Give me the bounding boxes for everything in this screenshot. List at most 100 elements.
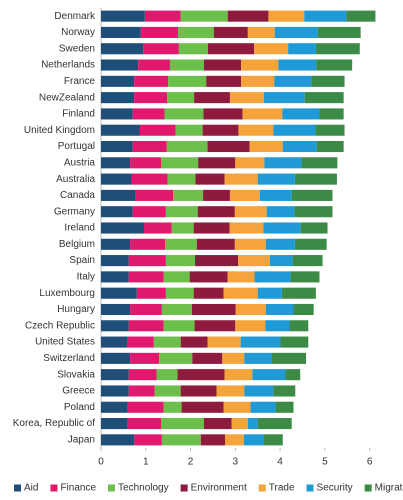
bar-segment [235, 303, 266, 316]
legend-swatch [180, 484, 188, 492]
bar-segment [181, 401, 224, 413]
bar-segment [316, 140, 344, 153]
bar-segment [139, 124, 176, 136]
bar-segment [203, 189, 230, 201]
bar-segment [130, 238, 166, 250]
bar-segment [101, 173, 132, 185]
bar-segment [167, 173, 196, 185]
bar-segment [195, 255, 238, 267]
bar-segment [134, 92, 168, 104]
bar-segment [224, 369, 253, 381]
bar-segment [222, 352, 245, 364]
x-tick-label: 1 [143, 457, 149, 468]
y-tick-label: Sweden [59, 43, 95, 54]
bar-segment [247, 418, 258, 430]
bar-segment [292, 255, 323, 267]
bar-segment [132, 206, 166, 218]
bar-segment [293, 303, 314, 316]
bar-segment [156, 369, 178, 381]
bar-segment [272, 352, 307, 364]
bar-segment [128, 385, 155, 397]
bar-segment [101, 92, 135, 104]
y-tick-label: France [64, 76, 96, 87]
bar-segment [101, 320, 129, 332]
bar-segment [263, 434, 283, 446]
legend-label: Security [317, 483, 353, 494]
bar-segment [165, 287, 194, 299]
bar-segment [278, 59, 317, 71]
bar-segment [161, 303, 192, 316]
y-tick-label: Netherlands [41, 60, 95, 71]
bar-segment [202, 124, 239, 136]
bar-segment [250, 401, 276, 413]
bar-segment [101, 189, 136, 201]
bar-segment [101, 26, 141, 38]
bar-segment [169, 59, 204, 71]
y-tick-label: Italy [77, 272, 95, 283]
bar-segment [227, 271, 255, 283]
bar-segment [316, 59, 353, 71]
bar-segment [247, 26, 275, 38]
bar-segment [203, 418, 232, 430]
bar-segment [203, 59, 242, 71]
bar-segment [268, 10, 305, 22]
bar-segment [294, 206, 333, 218]
bar-segment [163, 401, 182, 413]
bar-segment [207, 140, 250, 153]
legend-swatch [108, 484, 116, 492]
bar-segment [265, 238, 295, 250]
bar-segment [294, 173, 337, 185]
bar-segment [207, 43, 255, 55]
y-tick-label: Germany [54, 206, 95, 217]
bar-segment [196, 238, 235, 250]
bar-segment [127, 418, 161, 430]
bar-segment [290, 271, 320, 283]
bar-segment [257, 287, 282, 299]
y-tick-label: United Kingdom [24, 125, 95, 136]
bar-segment [259, 189, 292, 201]
legend-label: Migration [375, 483, 403, 494]
bar-segment [101, 140, 133, 153]
bar-segment [101, 124, 140, 136]
bar-segment [175, 124, 203, 136]
x-tick-label: 5 [322, 457, 328, 468]
y-tick-label: Austria [64, 157, 96, 168]
bar-segment [130, 157, 161, 169]
bar-segment [128, 369, 157, 381]
bar-segment [249, 140, 283, 153]
bar-segment [317, 26, 361, 38]
bar-segment [165, 206, 198, 218]
bar-segment [177, 369, 225, 381]
bar-segment [213, 26, 248, 38]
bar-segment [127, 401, 164, 413]
bar-segment [229, 92, 264, 104]
bar-segment [244, 385, 274, 397]
bar-segment [178, 43, 208, 55]
bar-segment [194, 320, 236, 332]
bar-segment [304, 92, 344, 104]
x-tick-label: 4 [277, 457, 283, 468]
bar-segment [229, 189, 260, 201]
bar-segment [223, 287, 258, 299]
bar-segment [101, 222, 144, 234]
bar-segment [315, 124, 345, 136]
bar-segment [101, 369, 129, 381]
bar-segment [180, 10, 228, 22]
bar-segment [275, 401, 294, 413]
x-tick-label: 6 [367, 457, 373, 468]
y-tick-label: Slovakia [57, 369, 95, 380]
bar-segment [168, 75, 207, 87]
bar-segment [101, 336, 127, 348]
bar-segment [346, 10, 376, 22]
bar-segment [282, 140, 317, 153]
y-tick-label: Finland [62, 109, 95, 120]
bar-segment [153, 336, 181, 348]
bar-segment [281, 287, 316, 299]
bar-segment [242, 108, 283, 120]
bar-segment [101, 401, 128, 413]
bar-segment [229, 222, 264, 234]
bar-segment [257, 418, 292, 430]
y-tick-label: NewZealand [39, 92, 95, 103]
bar-segment [138, 59, 170, 71]
